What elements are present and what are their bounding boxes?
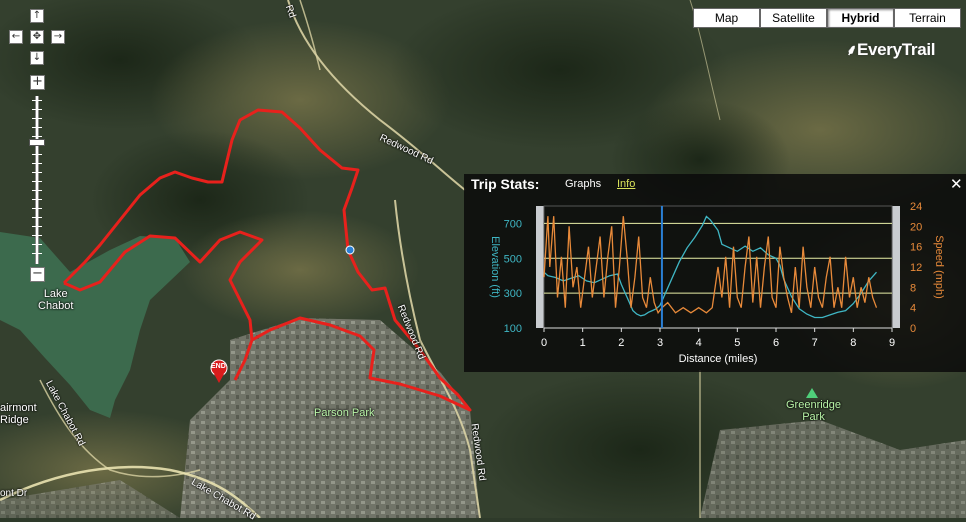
x-axis-title: Distance (miles) xyxy=(679,353,758,365)
zoom-slider-tick xyxy=(32,118,42,119)
everytrail-logo-text: EveryTrail xyxy=(856,40,936,59)
elevation-tick-label: 300 xyxy=(504,288,522,300)
zoom-slider-tick xyxy=(32,154,42,155)
end-marker-label: END xyxy=(211,363,226,370)
elevation-axis-bar xyxy=(536,206,544,328)
zoom-slider-tick xyxy=(32,163,42,164)
x-tick-label: 6 xyxy=(773,337,779,349)
zoom-slider-tick xyxy=(32,244,42,245)
x-tick-label: 3 xyxy=(657,337,663,349)
zoom-slider-tick xyxy=(32,181,42,182)
elevation-axis-title: Elevation (ft) xyxy=(489,236,501,298)
greenridge-park-label-line1: Greenridge xyxy=(786,399,842,411)
zoom-slider-tick xyxy=(32,217,42,218)
speed-axis-bar xyxy=(892,206,900,328)
zoom-slider-handle[interactable] xyxy=(29,139,45,147)
fairmont-ridge-label-line2: Ridge xyxy=(0,414,29,426)
trip-stats-panel: Trip Stats: Graphs Info ✕ 100 300 500 700 0 4… xyxy=(464,174,966,372)
map-type-satellite-button[interactable]: Satellite xyxy=(760,8,827,28)
lake-chabot-label: Lake Chabot xyxy=(38,288,73,312)
map-type-hybrid-button[interactable]: Hybrid xyxy=(827,8,894,28)
elevation-series-line xyxy=(543,215,877,319)
trip-stats-title: Trip Stats: xyxy=(471,176,540,192)
close-icon[interactable]: ✕ xyxy=(950,175,963,193)
x-tick-label: 0 xyxy=(541,337,547,349)
pan-right-button[interactable]: → xyxy=(51,30,65,44)
speed-axis-title: Speed (mph) xyxy=(933,235,945,299)
everytrail-logo: ⸙EveryTrail xyxy=(846,40,936,60)
pan-center-button[interactable]: ✥ xyxy=(30,30,44,44)
elevation-tick-label: 700 xyxy=(504,218,522,230)
zoom-slider-tick xyxy=(32,190,42,191)
x-tick-label: 7 xyxy=(812,337,818,349)
zoom-slider-rail[interactable] xyxy=(35,96,39,264)
speed-tick-label: 4 xyxy=(910,303,916,315)
speed-series-line xyxy=(543,216,878,315)
zoom-slider-tick xyxy=(32,127,42,128)
lake-chabot-label-line2: Chabot xyxy=(38,300,74,312)
position-marker xyxy=(345,245,355,255)
x-tick-label: 9 xyxy=(889,337,895,349)
trail-route xyxy=(62,108,472,412)
fairmont-ridge-label-line1: airmont xyxy=(0,402,37,414)
zoom-slider-tick xyxy=(32,253,42,254)
zoom-in-button[interactable]: + xyxy=(30,75,45,90)
lake-chabot-label-line1: Lake xyxy=(43,288,68,300)
road-label-bottom-left: ont Dr xyxy=(0,488,28,499)
x-tick-label: 8 xyxy=(850,337,856,349)
everytrail-logo-icon: ⸙ xyxy=(846,42,857,59)
speed-tick-label: 20 xyxy=(910,221,922,233)
speed-tick-label: 24 xyxy=(910,201,922,213)
map-type-terrain-button[interactable]: Terrain xyxy=(894,8,961,28)
x-tick-label: 5 xyxy=(734,337,740,349)
tab-graphs[interactable]: Graphs xyxy=(565,178,602,190)
zoom-slider-tick xyxy=(32,226,42,227)
x-tick-label: 1 xyxy=(580,337,586,349)
park-icon xyxy=(806,388,818,398)
zoom-slider-track[interactable] xyxy=(30,96,44,264)
fairmont-ridge-label: airmont Ridge xyxy=(0,402,37,426)
pan-left-button[interactable]: ← xyxy=(9,30,23,44)
trip-stats-header: Trip Stats: Graphs Info ✕ xyxy=(464,174,966,196)
x-tick-label: 2 xyxy=(618,337,624,349)
tab-info[interactable]: Info xyxy=(617,178,636,190)
x-tick-label: 4 xyxy=(696,337,702,349)
greenridge-park-label-line2: Park xyxy=(802,411,825,423)
zoom-slider-tick xyxy=(32,208,42,209)
zoom-slider-tick xyxy=(32,109,42,110)
speed-tick-label: 8 xyxy=(910,282,916,294)
speed-tick-label: 16 xyxy=(910,242,922,254)
parson-park-label: Parson Park xyxy=(314,407,375,419)
end-marker xyxy=(210,359,228,383)
lake-chabot xyxy=(0,232,190,418)
zoom-slider-tick xyxy=(32,172,42,173)
zoom-out-button[interactable]: − xyxy=(30,267,45,282)
elevation-tick-label: 100 xyxy=(504,323,522,335)
speed-tick-label: 12 xyxy=(910,262,922,274)
speed-tick-label: 0 xyxy=(910,323,916,335)
zoom-slider-tick xyxy=(32,199,42,200)
zoom-slider-tick xyxy=(32,136,42,137)
zoom-slider-tick xyxy=(32,235,42,236)
pan-up-button[interactable]: ↑ xyxy=(30,9,44,23)
map-type-map-button[interactable]: Map xyxy=(693,8,760,28)
zoom-slider-tick xyxy=(32,100,42,101)
pan-down-button[interactable]: ↓ xyxy=(30,51,44,65)
elevation-tick-label: 500 xyxy=(504,253,522,265)
greenridge-park-label: Greenridge Park xyxy=(786,399,841,423)
